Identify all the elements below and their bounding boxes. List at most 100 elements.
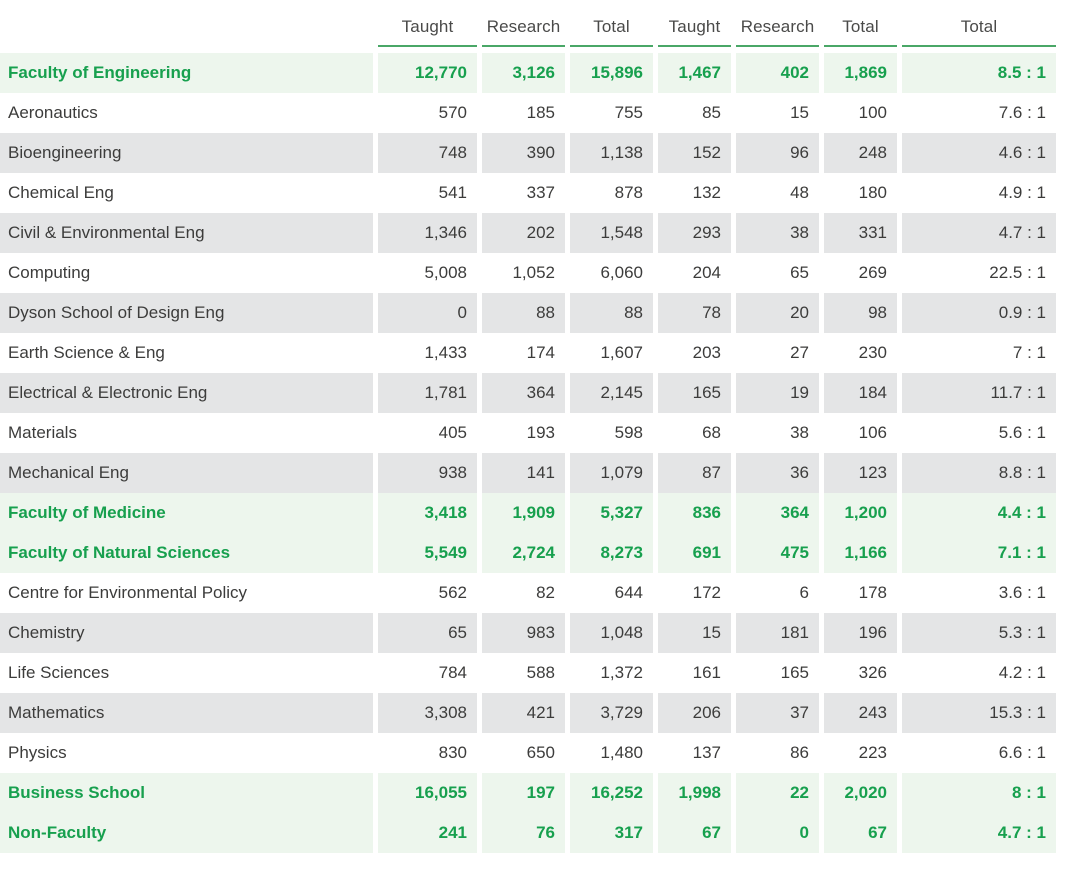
- cell-research-1: 364: [482, 373, 565, 413]
- cell-research-1: 983: [482, 613, 565, 653]
- cell-total-2: 178: [824, 573, 897, 613]
- table-row[interactable]: Business School 16,055 197 16,252 1,998 22 2,0…: [0, 773, 1080, 813]
- cell-taught-2: 165: [658, 373, 731, 413]
- cell-taught-2: 68: [658, 413, 731, 453]
- column-header-ratio-total[interactable]: Total: [902, 1, 1056, 47]
- row-label-department: Electrical & Electronic Eng: [0, 373, 373, 413]
- table-row[interactable]: Faculty of Natural Sciences 5,549 2,724 8,2…: [0, 533, 1080, 573]
- cell-research-1: 185: [482, 93, 565, 133]
- cell-research-2: 96: [736, 133, 819, 173]
- column-gap: [373, 573, 378, 613]
- cell-research-1: 588: [482, 653, 565, 693]
- row-label-department: Earth Science & Eng: [0, 333, 373, 373]
- header-label-spacer: [0, 0, 378, 47]
- cell-taught-2: 172: [658, 573, 731, 613]
- table-row[interactable]: Materials 405 193 598 68 38 106 5.6 : 1: [0, 413, 1080, 453]
- column-gap: [373, 333, 378, 373]
- column-gap: [373, 813, 378, 853]
- table-row[interactable]: Faculty of Medicine 3,418 1,909 5,327 836 364…: [0, 493, 1080, 533]
- table-row[interactable]: Physics 830 650 1,480 137 86 223 6.6 : 1: [0, 733, 1080, 773]
- cell-ratio-total: 3.6 : 1: [902, 573, 1056, 613]
- row-label-faculty: Faculty of Natural Sciences: [0, 533, 373, 573]
- table-row[interactable]: Mechanical Eng 938 141 1,079 87 36 123 8.8 : 1: [0, 453, 1080, 493]
- table-row[interactable]: Dyson School of Design Eng 0 88 88 78 20 98 0.9…: [0, 293, 1080, 333]
- cell-research-1: 202: [482, 213, 565, 253]
- row-label-faculty: Non-Faculty: [0, 813, 373, 853]
- cell-taught-1: 748: [378, 133, 477, 173]
- cell-total-2: 123: [824, 453, 897, 493]
- cell-research-1: 1,909: [482, 493, 565, 533]
- cell-research-2: 20: [736, 293, 819, 333]
- cell-total-1: 644: [570, 573, 653, 613]
- cell-total-2: 196: [824, 613, 897, 653]
- row-label-department: Life Sciences: [0, 653, 373, 693]
- cell-taught-2: 87: [658, 453, 731, 493]
- cell-research-2: 86: [736, 733, 819, 773]
- cell-research-2: 181: [736, 613, 819, 653]
- table-row[interactable]: Non-Faculty 241 76 317 67 0 67 4.7 : 1: [0, 813, 1080, 853]
- cell-research-1: 1,052: [482, 253, 565, 293]
- cell-research-2: 475: [736, 533, 819, 573]
- cell-total-1: 755: [570, 93, 653, 133]
- cell-ratio-total: 8.8 : 1: [902, 453, 1056, 493]
- table-row[interactable]: Life Sciences 784 588 1,372 161 165 326 4.2 : 1: [0, 653, 1080, 693]
- cell-total-2: 331: [824, 213, 897, 253]
- table-row[interactable]: Chemical Eng 541 337 878 132 48 180 4.9 : 1: [0, 173, 1080, 213]
- table-row[interactable]: Mathematics 3,308 421 3,729 206 37 243 15.3 : 1: [0, 693, 1080, 733]
- cell-total-1: 2,145: [570, 373, 653, 413]
- column-header-taught-1[interactable]: Taught: [378, 1, 477, 47]
- column-header-total-2[interactable]: Total: [824, 1, 897, 47]
- column-header-taught-2[interactable]: Taught: [658, 1, 731, 47]
- cell-ratio-total: 4.6 : 1: [902, 133, 1056, 173]
- cell-research-1: 76: [482, 813, 565, 853]
- cell-research-1: 197: [482, 773, 565, 813]
- table-row[interactable]: Earth Science & Eng 1,433 174 1,607 203 27 230…: [0, 333, 1080, 373]
- cell-ratio-total: 0.9 : 1: [902, 293, 1056, 333]
- table-row[interactable]: Bioengineering 748 390 1,138 152 96 248 4.6 : 1: [0, 133, 1080, 173]
- cell-taught-2: 137: [658, 733, 731, 773]
- cell-ratio-total: 5.6 : 1: [902, 413, 1056, 453]
- row-label-department: Computing: [0, 253, 373, 293]
- table-row[interactable]: Computing 5,008 1,052 6,060 204 65 269 22.5 : 1: [0, 253, 1080, 293]
- table-row[interactable]: Electrical & Electronic Eng 1,781 364 2,145…: [0, 373, 1080, 413]
- column-header-research-1[interactable]: Research: [482, 1, 565, 47]
- cell-total-2: 1,869: [824, 53, 897, 93]
- table-row[interactable]: Chemistry 65 983 1,048 15 181 196 5.3 : 1: [0, 613, 1080, 653]
- table-row[interactable]: Aeronautics 570 185 755 85 15 100 7.6 : 1: [0, 93, 1080, 133]
- column-gap: [373, 493, 378, 533]
- cell-total-1: 15,896: [570, 53, 653, 93]
- column-gap: [373, 533, 378, 573]
- column-header-research-2[interactable]: Research: [736, 1, 819, 47]
- row-label-faculty: Business School: [0, 773, 373, 813]
- cell-taught-1: 12,770: [378, 53, 477, 93]
- column-gap: [373, 93, 378, 133]
- column-gap: [373, 373, 378, 413]
- cell-research-2: 15: [736, 93, 819, 133]
- cell-taught-2: 78: [658, 293, 731, 333]
- cell-ratio-total: 11.7 : 1: [902, 373, 1056, 413]
- cell-research-1: 193: [482, 413, 565, 453]
- table-row[interactable]: Faculty of Engineering 12,770 3,126 15,896 1…: [0, 53, 1080, 93]
- column-gap: [373, 733, 378, 773]
- column-header-total-1[interactable]: Total: [570, 1, 653, 47]
- cell-research-2: 27: [736, 333, 819, 373]
- cell-total-1: 5,327: [570, 493, 653, 533]
- cell-ratio-total: 15.3 : 1: [902, 693, 1056, 733]
- cell-ratio-total: 5.3 : 1: [902, 613, 1056, 653]
- column-gap: [373, 773, 378, 813]
- cell-research-1: 390: [482, 133, 565, 173]
- cell-taught-2: 67: [658, 813, 731, 853]
- cell-taught-2: 206: [658, 693, 731, 733]
- cell-total-1: 1,548: [570, 213, 653, 253]
- cell-total-1: 3,729: [570, 693, 653, 733]
- table-row[interactable]: Civil & Environmental Eng 1,346 202 1,548 29…: [0, 213, 1080, 253]
- cell-ratio-total: 4.4 : 1: [902, 493, 1056, 533]
- cell-taught-2: 161: [658, 653, 731, 693]
- cell-taught-1: 830: [378, 733, 477, 773]
- table-body: Faculty of Engineering 12,770 3,126 15,896 1…: [0, 53, 1080, 853]
- cell-taught-2: 85: [658, 93, 731, 133]
- cell-total-1: 16,252: [570, 773, 653, 813]
- row-label-department: Aeronautics: [0, 93, 373, 133]
- table-row[interactable]: Centre for Environmental Policy 562 82 644 1…: [0, 573, 1080, 613]
